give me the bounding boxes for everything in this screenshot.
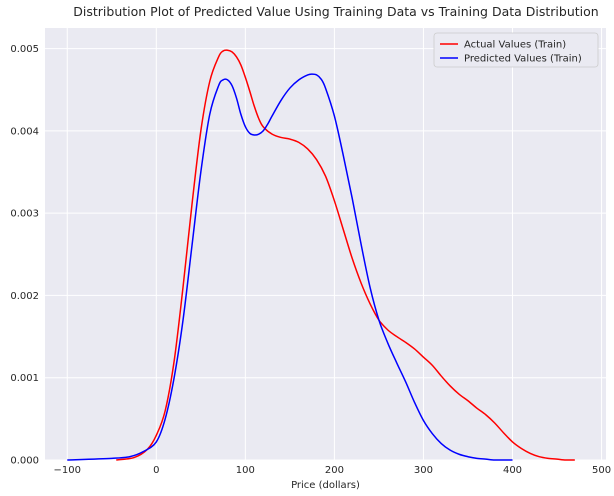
x-tick-label: 0 <box>153 465 159 476</box>
y-tick-label: 0.005 <box>10 44 39 55</box>
chart-title: Distribution Plot of Predicted Value Usi… <box>73 4 598 19</box>
series-line-1 <box>67 73 513 461</box>
y-tick-label: 0.004 <box>10 126 39 137</box>
series-lines <box>67 49 575 461</box>
axis-ticks: −100 0 100 200 300 400 500 0.000 0.001 0.002 0.003… <box>10 44 611 476</box>
series-line-0 <box>116 49 575 461</box>
legend-label-0: Actual Values (Train) <box>464 40 566 51</box>
plot-area <box>45 28 606 460</box>
legend: Actual Values (Train) Predicted Values (T… <box>433 32 599 68</box>
y-tick-label: 0.000 <box>10 456 39 467</box>
y-tick-label: 0.001 <box>10 373 39 384</box>
y-tick-label: 0.003 <box>10 209 39 220</box>
legend-box <box>433 32 599 68</box>
x-tick-label: 100 <box>236 465 255 476</box>
legend-label-1: Predicted Values (Train) <box>464 54 582 65</box>
x-axis-label: Price (dollars) <box>291 480 360 491</box>
x-tick-label: −100 <box>54 465 81 476</box>
x-tick-label: 200 <box>325 465 344 476</box>
x-tick-label: 500 <box>592 465 611 476</box>
y-tick-label: 0.002 <box>10 291 39 302</box>
x-tick-label: 300 <box>414 465 433 476</box>
x-tick-label: 400 <box>503 465 522 476</box>
